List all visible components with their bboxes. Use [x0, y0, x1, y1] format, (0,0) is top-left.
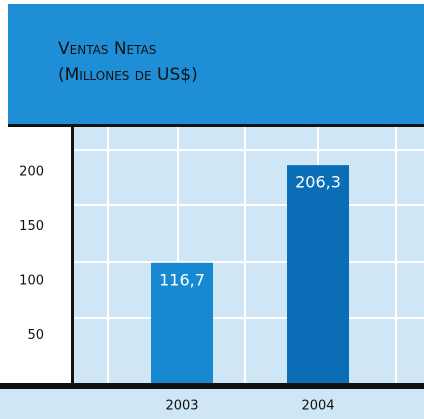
- y-tick-label: 100: [19, 274, 44, 289]
- bar: [287, 165, 349, 390]
- chart-title: Ventas Netas: [58, 39, 156, 59]
- value-label: 116,7: [159, 270, 205, 289]
- x-band: [0, 389, 424, 419]
- header-rule: [8, 124, 424, 127]
- y-tick-label: 50: [27, 328, 44, 343]
- y-tick-label: 150: [19, 219, 44, 234]
- bar: [151, 262, 213, 390]
- x-tick-label: 2004: [301, 399, 334, 414]
- y-tick-label: 200: [19, 165, 44, 180]
- header: [8, 4, 424, 124]
- x-tick-label: 2003: [165, 399, 198, 414]
- plot-area: [72, 127, 424, 384]
- chart-subtitle: (Millones de US$): [58, 65, 198, 85]
- value-label: 206,3: [295, 173, 341, 192]
- x-axis: [0, 383, 424, 389]
- y-axis: [71, 127, 74, 385]
